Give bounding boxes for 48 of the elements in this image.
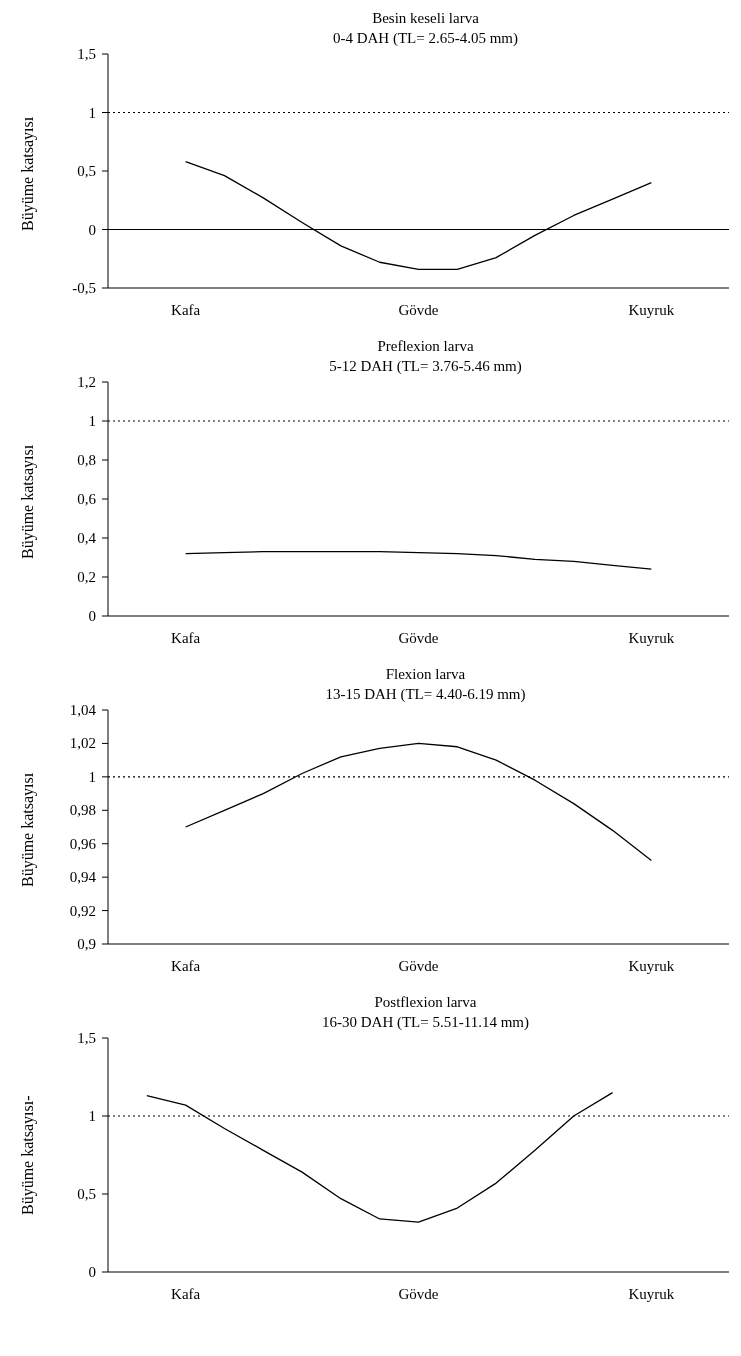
y-tick-label: 1,2 — [77, 374, 96, 390]
y-tick-label: 0 — [88, 221, 96, 238]
y-tick-label: 0,5 — [77, 1186, 96, 1202]
y-tick-label: 0 — [88, 608, 96, 624]
y-tick-label: 0,9 — [77, 936, 96, 952]
x-tick-label: Kuyruk — [628, 629, 675, 646]
y-tick-label: 0 — [88, 1264, 96, 1280]
chart-subtitle: 13-15 DAH (TL= 4.40-6.19 mm) — [324, 685, 527, 704]
y-axis-title: Büyüme katsayısı — [18, 116, 37, 231]
y-tick-label: 0,96 — [69, 835, 97, 852]
y-tick-label: 0,6 — [77, 491, 97, 507]
chart-subtitle: 0-4 DAH (TL= 2.65-4.05 mm) — [331, 29, 520, 48]
chart-subtitle: 5-12 DAH (TL= 3.76-5.46 mm) — [328, 357, 523, 376]
y-tick-label: 0,5 — [77, 163, 96, 179]
x-tick-label: Gövde — [398, 957, 439, 974]
chart-title: Besin keseli larva — [371, 9, 480, 28]
x-tick-label: Gövde — [398, 301, 439, 318]
y-tick-label: 1,02 — [69, 735, 96, 752]
y-tick-label: 1 — [88, 104, 96, 121]
y-tick-label: 0,94 — [69, 869, 97, 886]
y-tick-label: 1,5 — [77, 46, 96, 62]
chart-title: Preflexion larva — [376, 337, 475, 356]
x-tick-label: Kafa — [171, 957, 201, 974]
y-axis-title: Büyüme katsayısı — [18, 444, 37, 559]
y-tick-label: 1 — [88, 768, 96, 785]
y-tick-label: -0,5 — [72, 280, 96, 296]
y-tick-label: 0,4 — [77, 530, 97, 546]
chart-title: Flexion larva — [384, 665, 467, 684]
x-tick-label: Kafa — [171, 629, 201, 646]
y-tick-label: 1 — [88, 413, 96, 429]
chart-title: Postflexion larva — [373, 993, 478, 1012]
x-tick-label: Gövde — [398, 629, 439, 646]
y-tick-label: 1,04 — [69, 702, 97, 718]
y-axis-title: Büyüme katsayısı- — [18, 1095, 37, 1215]
y-tick-label: 0,8 — [77, 452, 96, 468]
chart-subtitle: 16-30 DAH (TL= 5.51-11.14 mm) — [320, 1013, 530, 1032]
y-axis-title: Büyüme katsayısı — [18, 772, 37, 887]
x-tick-label: Kuyruk — [628, 1285, 675, 1302]
y-tick-label: 1,5 — [77, 1030, 96, 1046]
x-tick-label: Kafa — [171, 301, 201, 318]
y-tick-label: 0,92 — [69, 902, 96, 919]
y-tick-label: 0,2 — [77, 569, 96, 585]
x-tick-label: Kuyruk — [628, 957, 675, 974]
y-tick-label: 1 — [88, 1108, 96, 1124]
x-tick-label: Kuyruk — [628, 301, 675, 318]
x-tick-label: Gövde — [398, 1285, 439, 1302]
y-tick-label: 0,98 — [69, 802, 96, 819]
x-tick-label: Kafa — [171, 1285, 201, 1302]
